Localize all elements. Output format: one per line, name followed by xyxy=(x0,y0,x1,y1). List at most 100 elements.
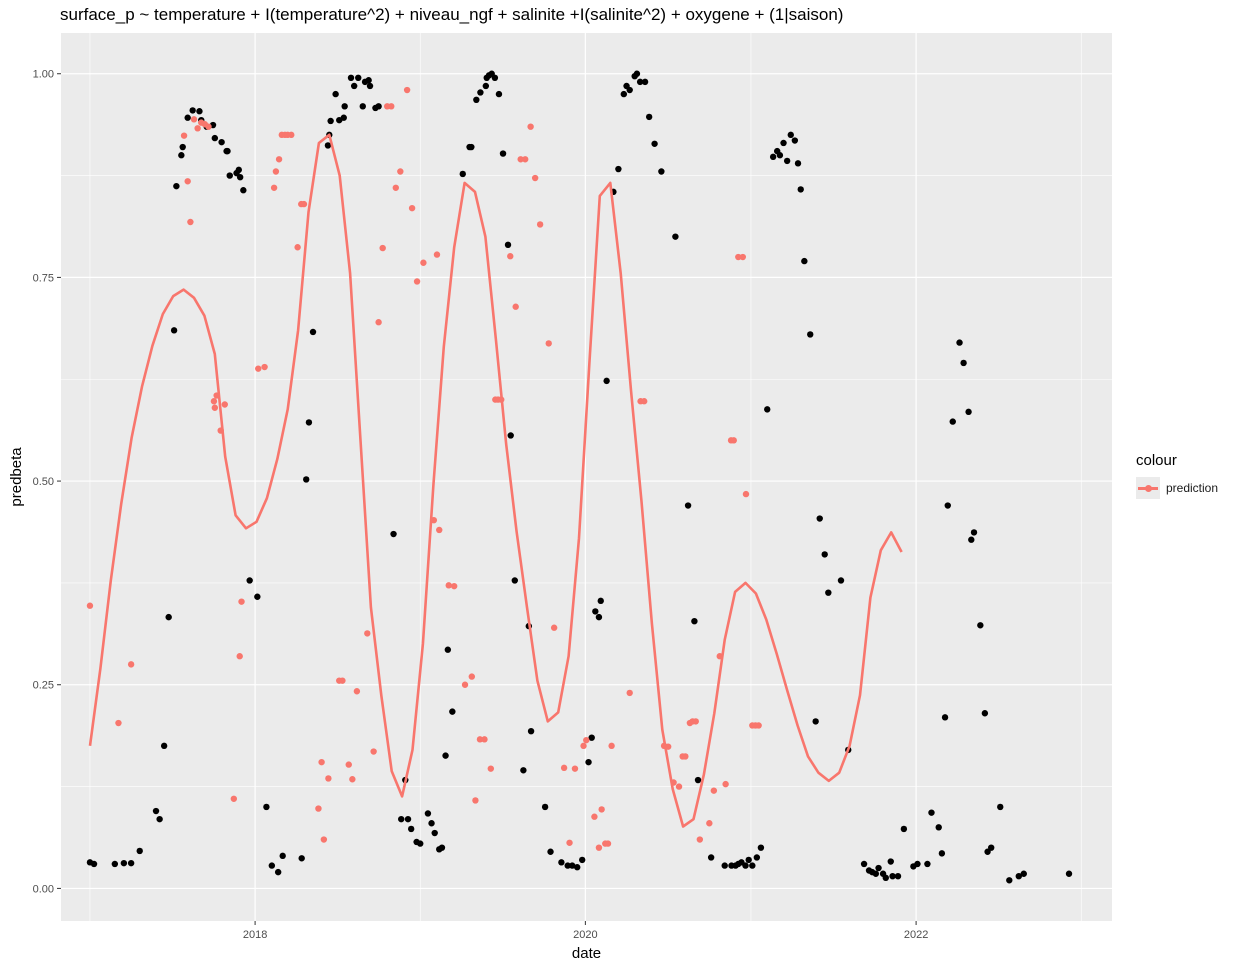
observed-point xyxy=(592,608,599,615)
prediction-point xyxy=(210,398,218,405)
observed-point xyxy=(254,593,261,600)
observed-point xyxy=(816,515,823,522)
prediction-point xyxy=(270,184,278,191)
prediction-point xyxy=(413,278,421,285)
observed-point xyxy=(742,862,749,869)
prediction-point xyxy=(288,131,295,139)
observed-point xyxy=(900,825,908,833)
observed-point xyxy=(355,74,362,82)
observed-point xyxy=(365,77,372,84)
y-tick-label: 0.50 xyxy=(33,476,54,488)
legend: colour prediction xyxy=(1136,452,1236,499)
observed-point xyxy=(1006,877,1013,884)
prediction-point xyxy=(315,805,322,812)
prediction-point xyxy=(730,437,737,444)
prediction-point xyxy=(320,836,328,843)
observed-point xyxy=(914,860,921,868)
observed-point xyxy=(240,187,247,194)
observed-point xyxy=(944,502,951,509)
observed-point xyxy=(970,529,978,536)
observed-point xyxy=(303,476,310,483)
observed-point xyxy=(965,408,972,416)
prediction-point xyxy=(272,168,280,175)
observed-point xyxy=(894,872,902,880)
observed-point xyxy=(641,78,649,86)
y-tick-label: 0.75 xyxy=(33,272,54,284)
observed-point xyxy=(924,860,931,868)
observed-point xyxy=(585,758,592,766)
observed-point xyxy=(825,589,832,596)
observed-point xyxy=(794,160,802,167)
observed-point xyxy=(757,844,765,851)
prediction-point xyxy=(353,688,361,695)
prediction-point xyxy=(403,86,411,94)
prediction-point xyxy=(190,116,198,123)
observed-point xyxy=(218,138,225,146)
observed-point xyxy=(407,825,415,833)
prediction-point xyxy=(487,765,495,772)
observed-point xyxy=(691,617,698,625)
observed-point xyxy=(298,855,305,862)
observed-point xyxy=(404,815,412,823)
observed-point xyxy=(949,418,956,425)
observed-point xyxy=(160,742,168,750)
observed-point xyxy=(672,233,679,240)
prediction-point xyxy=(236,653,243,660)
observed-point xyxy=(184,114,191,121)
prediction-point xyxy=(275,156,283,163)
observed-point xyxy=(651,140,658,147)
y-tick-label: 1.00 xyxy=(33,69,54,81)
observed-point xyxy=(327,117,334,125)
observed-point xyxy=(977,622,984,629)
prediction-point xyxy=(595,844,603,851)
observed-point xyxy=(511,577,518,584)
prediction-point xyxy=(739,253,747,261)
prediction-point xyxy=(345,761,352,768)
prediction-point xyxy=(517,156,524,163)
observed-point xyxy=(178,152,185,159)
x-tick-label: 2022 xyxy=(904,929,928,941)
observed-point xyxy=(274,868,282,876)
prediction-point xyxy=(755,722,762,729)
observed-point xyxy=(491,74,499,82)
observed-point xyxy=(935,824,942,831)
prediction-point xyxy=(115,719,122,727)
prediction-point xyxy=(527,123,534,130)
prediction-point xyxy=(560,764,568,772)
observed-point xyxy=(170,327,178,334)
observed-point xyxy=(615,165,622,173)
observed-point xyxy=(235,166,243,174)
prediction-point xyxy=(370,748,377,755)
observed-point xyxy=(875,864,882,872)
observed-point xyxy=(495,90,503,98)
y-tick-label: 0.25 xyxy=(33,680,54,692)
observed-point xyxy=(981,710,989,717)
prediction-point xyxy=(397,168,404,175)
observed-point xyxy=(417,840,424,847)
observed-point xyxy=(504,241,512,249)
observed-point xyxy=(791,137,799,144)
observed-point xyxy=(459,170,466,178)
prediction-point xyxy=(710,787,718,794)
observed-point xyxy=(246,577,253,584)
prediction-point xyxy=(221,401,228,408)
minor-gridlines xyxy=(61,33,1112,921)
prediction-point xyxy=(531,174,539,182)
observed-point xyxy=(807,331,814,338)
observed-point xyxy=(236,173,244,181)
x-tick-label: 2020 xyxy=(573,929,597,941)
prediction-point xyxy=(375,319,382,326)
prediction-point xyxy=(571,765,579,772)
prediction-point xyxy=(580,742,587,750)
observed-point xyxy=(547,848,554,855)
observed-point xyxy=(595,613,603,621)
observed-point xyxy=(780,139,787,147)
observed-point xyxy=(1020,870,1027,877)
observed-point xyxy=(305,419,313,426)
observed-point xyxy=(156,815,163,823)
observed-point xyxy=(753,854,761,861)
observed-point xyxy=(136,847,143,855)
prediction-point xyxy=(735,253,742,261)
observed-point xyxy=(482,82,490,90)
prediction-point xyxy=(184,178,191,185)
